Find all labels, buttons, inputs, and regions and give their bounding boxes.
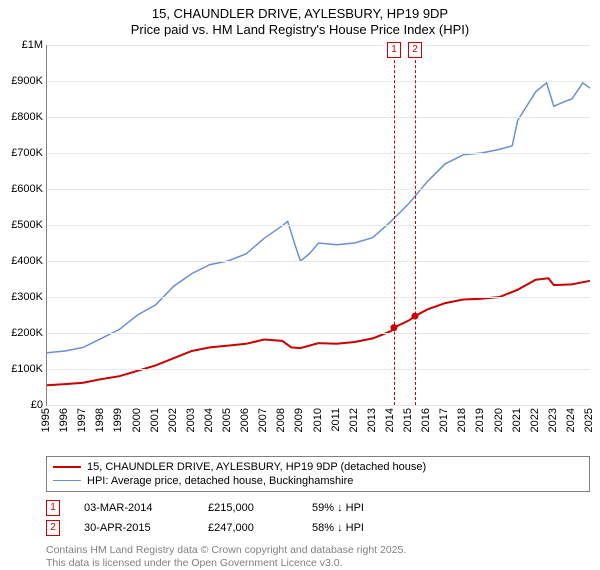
- chart-title: 15, CHAUNDLER DRIVE, AYLESBURY, HP19 9DP…: [0, 0, 600, 39]
- event-price: £247,000: [208, 522, 288, 534]
- event-badge: 2: [46, 520, 60, 536]
- y-tick-label: £400K: [11, 255, 47, 267]
- x-tick-label: 2020: [493, 408, 505, 432]
- x-tick-label: 2015: [402, 408, 414, 432]
- legend: 15, CHAUNDLER DRIVE, AYLESBURY, HP19 9DP…: [46, 456, 590, 492]
- x-tick-label: 2011: [330, 408, 342, 432]
- event-delta: 59% ↓ HPI: [312, 502, 364, 514]
- x-tick-label: 2019: [474, 408, 486, 432]
- event-vline: [394, 45, 395, 405]
- title-line-2: Price paid vs. HM Land Registry's House …: [0, 22, 600, 38]
- x-tick-label: 2017: [438, 408, 450, 432]
- event-marker: 2: [408, 42, 422, 58]
- footer-attribution: Contains HM Land Registry data © Crown c…: [46, 544, 590, 570]
- x-tick-label: 1996: [58, 408, 70, 432]
- event-list: 1 03-MAR-2014 £215,000 59% ↓ HPI 2 30-APR-201…: [46, 498, 590, 538]
- legend-label-hpi: HPI: Average price, detached house, Buck…: [87, 475, 353, 487]
- y-tick-label: £900K: [11, 75, 47, 87]
- x-tick-label: 2016: [420, 408, 432, 432]
- x-tick-label: 2018: [456, 408, 468, 432]
- x-tick-label: 2008: [275, 408, 287, 432]
- event-date: 30-APR-2015: [84, 522, 184, 534]
- x-tick-label: 1995: [40, 408, 52, 432]
- legend-row-hpi: HPI: Average price, detached house, Buck…: [53, 474, 583, 488]
- x-tick-label: 2006: [239, 408, 251, 432]
- chart-plot-area: £0£100K£200K£300K£400K£500K£600K£700K£80…: [46, 45, 590, 406]
- x-tick-label: 2003: [185, 408, 197, 432]
- x-tick-label: 2013: [366, 408, 378, 432]
- x-axis-labels: 1995199619971998199920002001200220032004…: [46, 408, 590, 452]
- legend-swatch-hpi: [53, 480, 81, 481]
- x-tick-label: 2012: [348, 408, 360, 432]
- x-tick-label: 2009: [293, 408, 305, 432]
- event-date: 03-MAR-2014: [84, 502, 184, 514]
- y-tick-label: £800K: [11, 111, 47, 123]
- event-badge: 1: [46, 500, 60, 516]
- y-tick-label: £700K: [11, 147, 47, 159]
- title-line-1: 15, CHAUNDLER DRIVE, AYLESBURY, HP19 9DP: [0, 6, 600, 22]
- x-tick-label: 2022: [529, 408, 541, 432]
- event-row: 1 03-MAR-2014 £215,000 59% ↓ HPI: [46, 498, 590, 518]
- x-tick-label: 2024: [565, 408, 577, 432]
- x-tick-label: 2007: [257, 408, 269, 432]
- x-tick-label: 2025: [583, 408, 595, 432]
- x-tick-label: 2023: [547, 408, 559, 432]
- x-tick-label: 2004: [203, 408, 215, 432]
- x-tick-label: 1998: [94, 408, 106, 432]
- x-tick-label: 2005: [221, 408, 233, 432]
- footer-line-2: This data is licensed under the Open Gov…: [46, 557, 590, 570]
- x-tick-label: 2002: [167, 408, 179, 432]
- x-tick-label: 1999: [112, 408, 124, 432]
- y-tick-label: £300K: [11, 291, 47, 303]
- y-tick-label: £100K: [11, 363, 47, 375]
- event-vline: [415, 45, 416, 405]
- event-delta: 58% ↓ HPI: [312, 522, 364, 534]
- x-tick-label: 2021: [511, 408, 523, 432]
- y-tick-label: £600K: [11, 183, 47, 195]
- series-hpi: [47, 82, 590, 352]
- y-tick-label: £500K: [11, 219, 47, 231]
- legend-row-property: 15, CHAUNDLER DRIVE, AYLESBURY, HP19 9DP…: [53, 460, 583, 474]
- legend-label-property: 15, CHAUNDLER DRIVE, AYLESBURY, HP19 9DP…: [87, 461, 426, 473]
- x-tick-label: 2001: [149, 408, 161, 432]
- footer-line-1: Contains HM Land Registry data © Crown c…: [46, 544, 590, 557]
- legend-swatch-property: [53, 466, 81, 468]
- y-tick-label: £1M: [22, 39, 47, 51]
- x-tick-label: 2000: [131, 408, 143, 432]
- y-tick-label: £200K: [11, 327, 47, 339]
- x-tick-label: 1997: [76, 408, 88, 432]
- x-tick-label: 2010: [312, 408, 324, 432]
- event-row: 2 30-APR-2015 £247,000 58% ↓ HPI: [46, 518, 590, 538]
- x-tick-label: 2014: [384, 408, 396, 432]
- event-marker: 1: [387, 42, 401, 58]
- event-price: £215,000: [208, 502, 288, 514]
